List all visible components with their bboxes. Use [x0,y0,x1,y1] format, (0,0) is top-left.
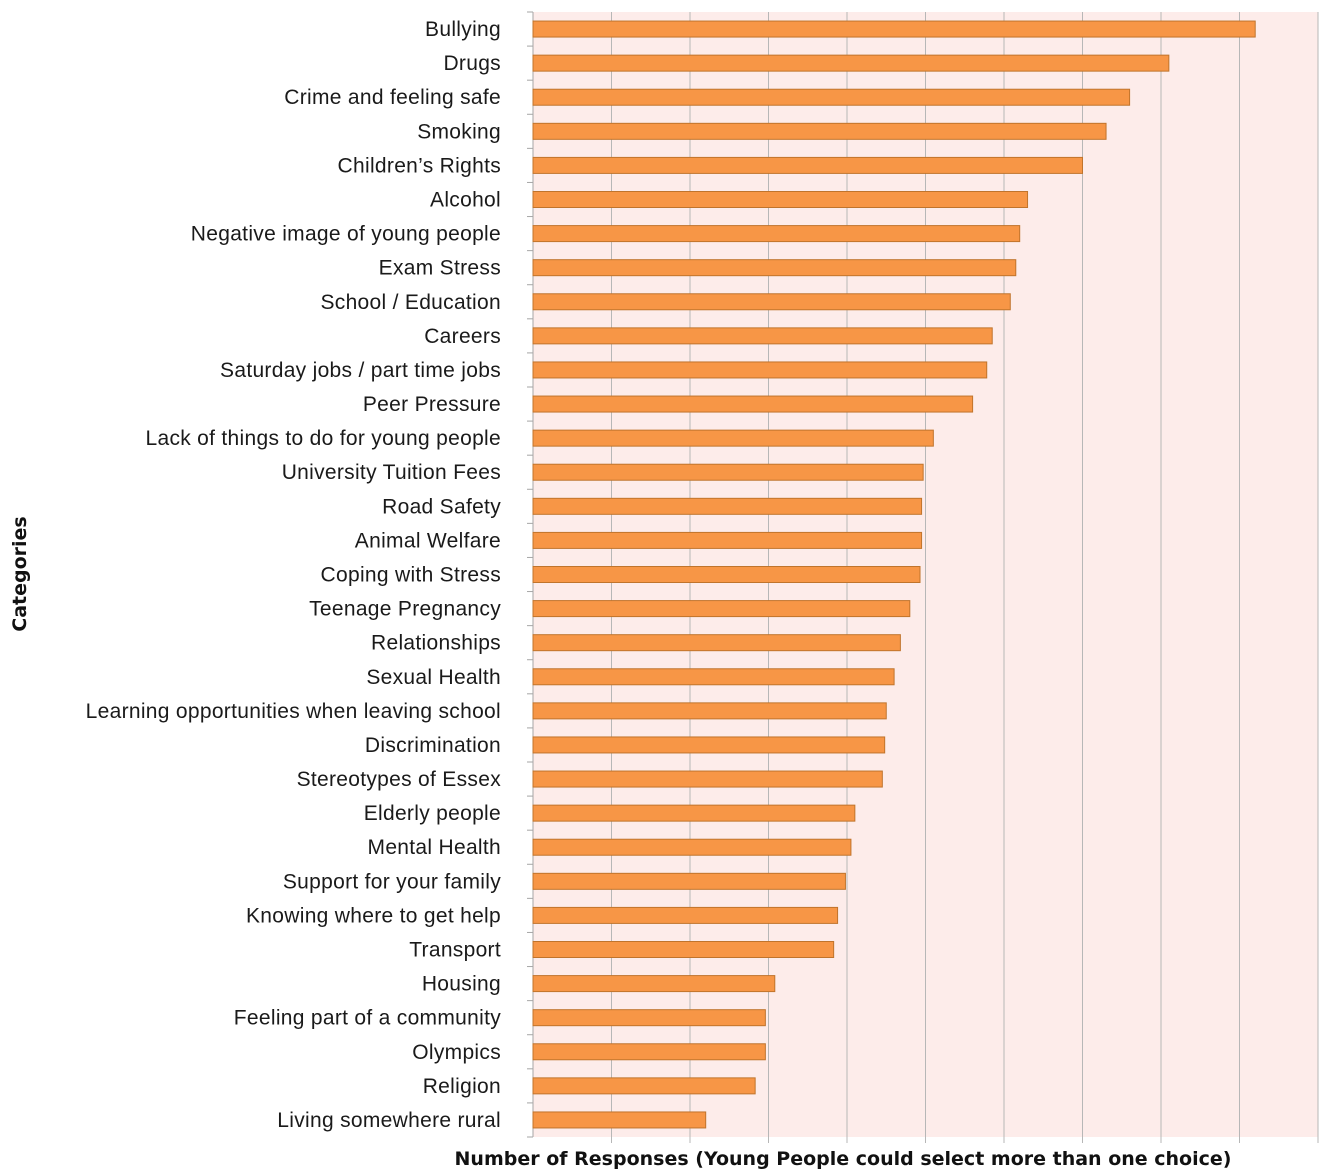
category-label: Stereotypes of Essex [297,768,502,791]
bar [532,566,921,583]
category-label: School / Education [320,291,501,314]
bar [532,429,934,447]
category-label: Crime and feeling safe [284,86,501,109]
bar [532,361,988,379]
category-label: Knowing where to get help [246,904,501,927]
category-label: Learning opportunities when leaving scho… [86,700,501,723]
category-label: Alcohol [430,189,501,212]
category-label: Negative image of young people [191,223,501,246]
bar [532,975,776,993]
bar [532,327,993,345]
x-axis-title: Number of Responses (Young People could … [455,1148,1232,1170]
bar [532,395,974,413]
bars [532,20,1256,1129]
category-label: Saturday jobs / part time jobs [220,359,501,382]
category-label: Relationships [371,632,501,655]
bar [532,634,901,652]
category-label: University Tuition Fees [282,461,501,484]
bar [532,156,1083,174]
bar [532,872,846,890]
category-label: Transport [409,939,501,962]
bar [532,668,895,686]
category-label: Road Safety [382,495,501,518]
bar [532,20,1256,38]
bar [532,804,856,822]
category-label: Support for your family [283,870,501,893]
category-label: Religion [423,1075,501,1098]
category-label: Teenage Pregnancy [309,598,501,621]
category-label: Careers [424,325,501,348]
bar [532,702,887,720]
bar [532,191,1029,208]
category-label: Elderly people [364,802,501,825]
category-label: Sexual Health [366,666,501,689]
category-label: Living somewhere rural [277,1109,501,1132]
bar [532,1009,766,1027]
category-label: Bullying [425,18,501,41]
bar [532,259,1017,277]
category-label: Exam Stress [379,257,501,280]
bar [532,54,1170,72]
category-label: Smoking [417,120,501,143]
category-label: Animal Welfare [355,529,501,552]
category-labels: Bullying Drugs Crime and feeling safe Smoki… [86,18,502,1132]
bar [532,122,1107,140]
bar [532,225,1021,243]
category-label: Peer Pressure [363,393,501,416]
category-label: Discrimination [365,734,501,757]
category-axis [527,11,534,1138]
category-label: Drugs [443,52,501,75]
bar [532,770,883,788]
bar [532,293,1011,311]
category-label: Lack of things to do for young people [145,427,501,450]
bar [532,463,924,481]
category-label: Housing [422,973,501,996]
bar [532,941,835,958]
category-label: Mental Health [368,836,501,859]
bar [532,88,1131,106]
bar [532,497,923,515]
bar [532,838,852,856]
category-label: Coping with Stress [321,564,501,587]
category-label: Olympics [412,1041,501,1064]
bar [532,531,923,549]
y-axis-title: Categories [9,516,31,631]
bar [532,1043,766,1061]
bar [532,600,911,618]
bar [532,906,839,924]
bar [532,736,886,754]
category-label: Children’s Rights [338,154,501,177]
bar [532,1077,756,1095]
category-label: Feeling part of a community [234,1007,501,1030]
bar [532,1111,707,1129]
